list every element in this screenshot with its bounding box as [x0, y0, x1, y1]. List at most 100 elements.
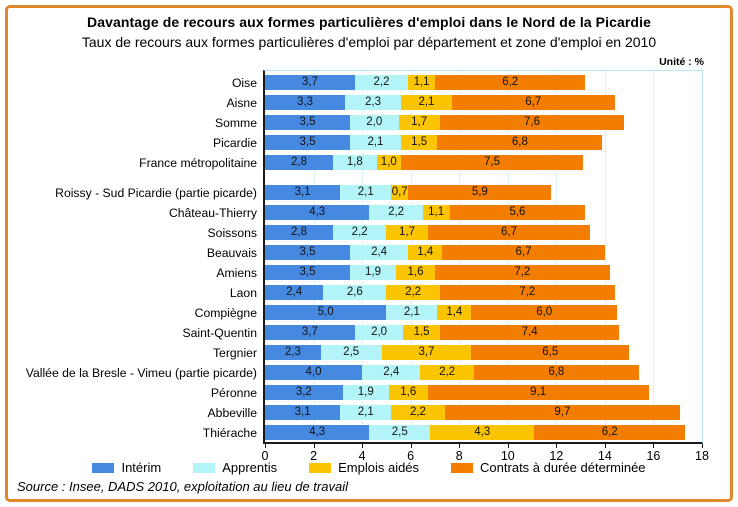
bar-segment: 2,1: [400, 95, 452, 110]
x-tick-label: 14: [597, 449, 612, 463]
bar-segment: 2,2: [391, 405, 445, 420]
bar-value-label: 1,9: [365, 266, 382, 278]
bar-segment: 3,5: [265, 245, 350, 260]
bar-value-label: 1,9: [357, 386, 374, 398]
bar-segment: 6,7: [451, 95, 615, 110]
category-label: France métropolitaine: [139, 155, 257, 170]
bar-value-label: 2,3: [284, 346, 301, 358]
bar-value-label: 2,1: [418, 96, 435, 108]
bar-segment: 4,3: [430, 425, 535, 440]
bar-segment: 3,2: [265, 385, 343, 400]
grid-line: [604, 71, 606, 442]
axis-tick: [459, 444, 461, 448]
bar-row: 2,8 1,8 1,0 7,5: [265, 155, 702, 170]
bar-value-label: 4,3: [474, 426, 491, 438]
bar-segment: 3,5: [265, 265, 350, 280]
bar-segment: 2,8: [265, 155, 333, 170]
bar-value-label: 2,2: [388, 206, 405, 218]
bar-value-label: 3,5: [299, 116, 316, 128]
bar-row: 2,8 2,2 1,7 6,7: [265, 225, 702, 240]
bar-value-label: 3,7: [418, 346, 435, 358]
bar-segment: 6,8: [473, 365, 639, 380]
bar-segment: 2,2: [354, 75, 409, 90]
bar-value-label: 6,2: [502, 76, 519, 88]
bar-row: 3,5 1,9 1,6 7,2: [265, 265, 702, 280]
x-tick-label: 10: [500, 449, 515, 463]
bar-segment: 7,6: [439, 115, 625, 130]
bar-segment: 2,2: [369, 205, 423, 220]
bar-value-label: 6,0: [536, 306, 553, 318]
bar-row: 3,3 2,3 2,1 6,7: [265, 95, 702, 110]
bar-segment: 1,9: [349, 265, 397, 280]
legend-swatch: [92, 462, 115, 473]
bar-value-label: 2,4: [383, 366, 400, 378]
axis-tick: [362, 444, 364, 448]
bar-segment: 2,0: [349, 115, 399, 130]
category-label: Tergnier: [212, 345, 257, 360]
category-label: Soissons: [207, 225, 257, 240]
legend-label: Contrats à durée déterminée: [480, 460, 646, 475]
bar-value-label: 6,7: [525, 96, 542, 108]
bar-value-label: 3,2: [295, 386, 312, 398]
bar-segment: 1,6: [396, 265, 435, 280]
bar-segment: 3,7: [265, 325, 355, 340]
bar-segment: 1,6: [388, 385, 428, 400]
bar-value-label: 4,0: [305, 366, 322, 378]
bar-value-label: 3,1: [294, 406, 311, 418]
category-label: Saint-Quentin: [182, 325, 257, 340]
bar-row: 3,5 2,4 1,4 6,7: [265, 245, 702, 260]
source-note: Source : Insee, DADS 2010, exploitation …: [17, 479, 348, 494]
bar-segment: 5,0: [265, 305, 387, 320]
bar-row: 3,5 2,0 1,7 7,6: [265, 115, 702, 130]
bar-value-label: 6,7: [515, 246, 532, 258]
bar-row: 3,7 2,2 1,1 6,2: [265, 75, 702, 90]
bar-segment: 6,8: [437, 135, 603, 150]
axis-tick: [702, 444, 703, 448]
bar-segment: 1,0: [376, 155, 401, 170]
bar-segment: 2,3: [345, 95, 401, 110]
bar-value-label: 7,5: [483, 156, 500, 168]
bar-segment: 2,3: [265, 345, 321, 360]
legend-item: Apprentis: [193, 460, 277, 475]
bar-value-label: 7,2: [519, 286, 536, 298]
category-label: Thiérache: [202, 425, 257, 440]
bar-segment: 2,6: [323, 285, 387, 300]
plot-area: 3,7 2,2 1,1 6,2 3,3 2,3 2,1 6,7 3,5 2,0 1,7 7,6 3,5 2…: [263, 70, 703, 444]
grid-line: [653, 71, 655, 442]
bar-segment: 7,2: [434, 265, 610, 280]
bar-value-label: 1,4: [417, 246, 434, 258]
axis-tick: [265, 444, 266, 448]
bar-segment: 1,4: [408, 245, 443, 260]
bar-segment: 3,7: [265, 75, 355, 90]
bar-value-label: 5,0: [317, 306, 334, 318]
axis-tick: [507, 444, 509, 448]
bar-value-label: 4,3: [309, 426, 326, 438]
bar-value-label: 2,2: [373, 76, 390, 88]
bar-segment: 1,1: [422, 205, 450, 220]
bar-row: 4,3 2,2 1,1 5,6: [265, 205, 702, 220]
bar-segment: 4,0: [265, 365, 363, 380]
bar-segment: 3,7: [381, 345, 472, 360]
bar-segment: 3,3: [265, 95, 346, 110]
bar-value-label: 1,6: [400, 386, 417, 398]
bar-segment: 2,0: [354, 325, 404, 340]
bar-segment: 2,5: [320, 345, 382, 360]
bar-value-label: 2,4: [371, 246, 388, 258]
bar-segment: 2,8: [265, 225, 333, 240]
x-tick-label: 6: [407, 449, 415, 463]
legend-label: Apprentis: [222, 460, 278, 475]
bar-segment: 1,7: [386, 225, 428, 240]
legend: Intérim Apprentis Emplois aidés Contrats à …: [8, 460, 730, 475]
bar-value-label: 2,2: [351, 226, 368, 238]
bar-value-label: 2,4: [286, 286, 303, 298]
bar-segment: 2,1: [349, 135, 401, 150]
chart-title: Davantage de recours aux formes particul…: [87, 14, 651, 30]
bar-segment: 2,5: [369, 425, 431, 440]
axis-tick: [604, 444, 606, 448]
bar-value-label: 6,2: [601, 426, 618, 438]
category-label: Compiègne: [194, 305, 257, 320]
bar-row: 3,2 1,9 1,6 9,1: [265, 385, 702, 400]
bar-segment: 1,5: [400, 135, 438, 150]
bar-segment: 2,2: [332, 225, 387, 240]
legend-swatch: [193, 462, 216, 473]
